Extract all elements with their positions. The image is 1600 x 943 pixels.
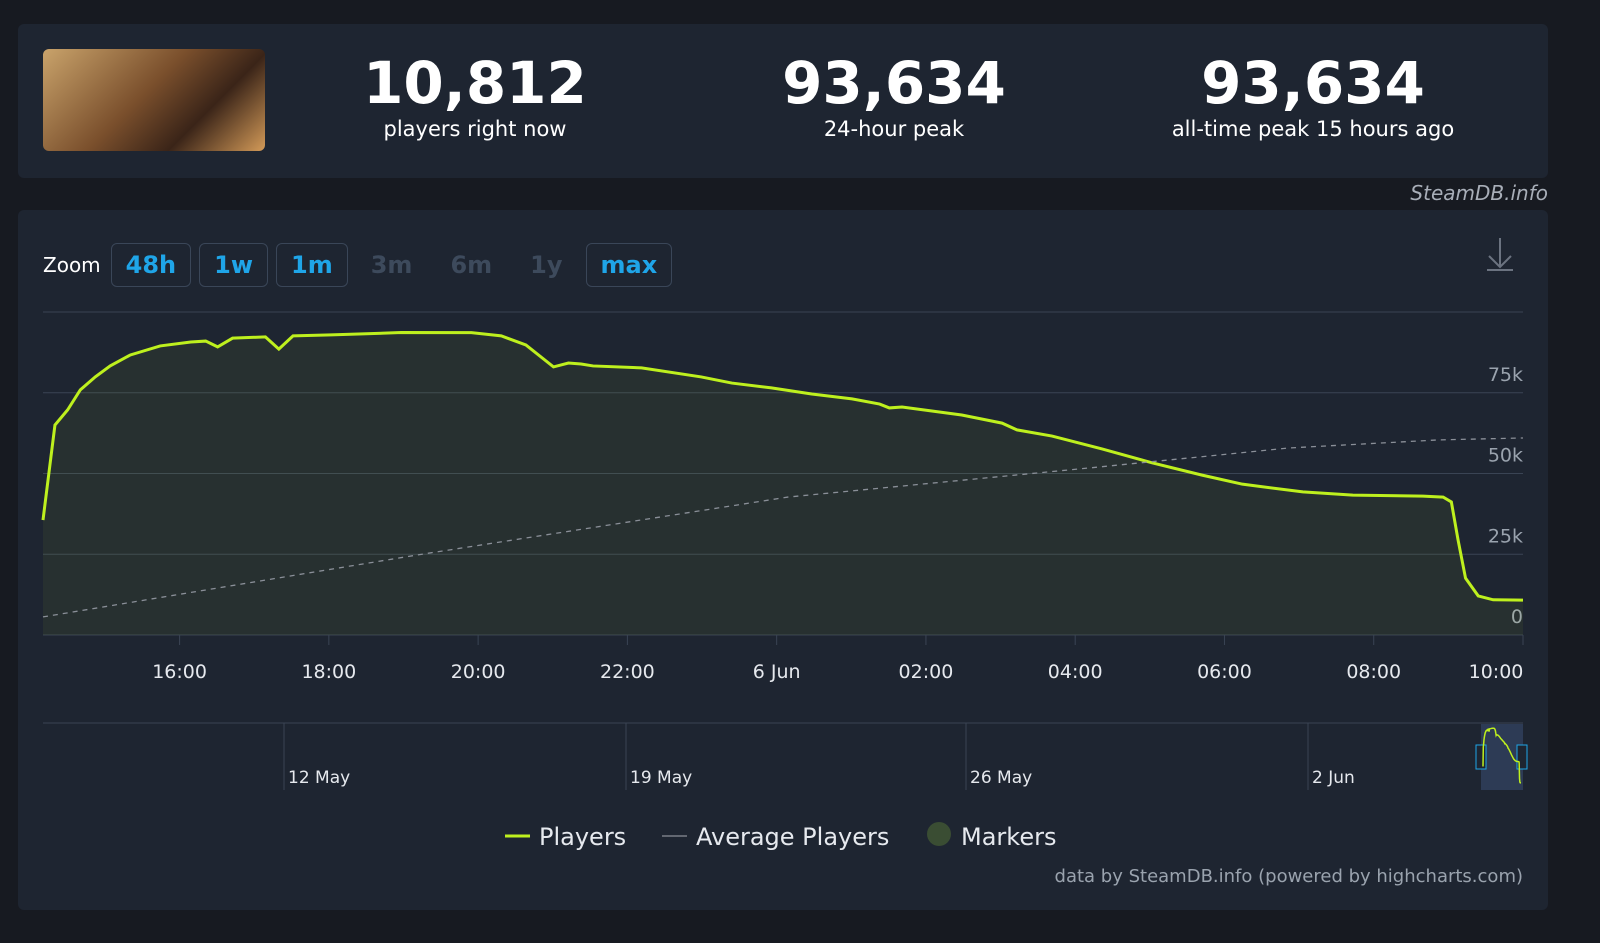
stat-value: 10,812 — [363, 49, 587, 117]
legend-label: Markers — [961, 823, 1056, 851]
navigator-label: 26 May — [970, 768, 1032, 788]
stats-panel — [18, 24, 1548, 178]
stat: 93,634 all-time peak 15 hours ago — [1103, 50, 1523, 142]
legend-label: Players — [539, 823, 626, 851]
series-line — [41, 331, 1524, 602]
zoom-button[interactable]: 1m — [276, 243, 348, 287]
game-art[interactable] — [43, 49, 265, 151]
stat-value: 93,634 — [1201, 49, 1425, 117]
navigator-label: 12 May — [288, 768, 350, 788]
stat-label: 24-hour peak — [823, 117, 965, 141]
stat: 93,634 24-hour peak — [684, 50, 1104, 142]
x-tick-label: 06:00 — [1197, 661, 1252, 683]
zoom-label: Zoom — [43, 253, 101, 277]
zoom-button: 6m — [450, 251, 493, 279]
legend-swatch — [927, 822, 951, 846]
stat-value: 93,634 — [782, 49, 1006, 117]
navigator-label: 19 May — [630, 768, 692, 788]
zoom-button: 1y — [530, 251, 563, 279]
stat-label: all-time peak 15 hours ago — [1171, 117, 1455, 141]
footer[interactable]: data by SteamDB.info (powered by highcha… — [1055, 866, 1523, 887]
zoom-bar: Zoom 48h 1w 1m 3m 6m 1y max — [43, 243, 673, 287]
navigator-line — [1482, 727, 1522, 784]
y-tick-label: 75k — [1488, 364, 1523, 386]
zoom-button[interactable]: 1w — [199, 243, 269, 287]
x-tick-label: 18:00 — [301, 661, 356, 683]
navigator-handle[interactable] — [1516, 744, 1528, 770]
x-tick-label: 04:00 — [1048, 661, 1103, 683]
navigator-label: 2 Jun — [1312, 768, 1355, 788]
zoom-button[interactable]: max — [585, 243, 673, 287]
zoom-button[interactable]: 48h — [110, 243, 192, 287]
credit[interactable]: SteamDB.info — [1410, 181, 1548, 205]
x-tick-label: 08:00 — [1346, 661, 1401, 683]
x-tick-label: 16:00 — [152, 661, 207, 683]
legend-label: Average Players — [696, 823, 889, 851]
chart-panel — [18, 210, 1548, 910]
navigator-handle[interactable] — [1475, 744, 1487, 770]
zoom-button: 3m — [370, 251, 413, 279]
x-tick-label: 6 Jun — [753, 661, 801, 683]
stat: 10,812 players right now — [265, 50, 685, 142]
area-fill — [43, 332, 1523, 635]
x-tick-label: 22:00 — [600, 661, 655, 683]
y-tick-label: 50k — [1488, 445, 1523, 467]
y-tick-label: 25k — [1488, 525, 1523, 547]
x-tick-label: 02:00 — [899, 661, 954, 683]
x-tick-label: 10:00 — [1469, 661, 1524, 683]
download-icon[interactable] — [1487, 238, 1513, 271]
navigator-window[interactable] — [1481, 724, 1523, 790]
x-tick-label: 20:00 — [451, 661, 506, 683]
stat-label: players right now — [383, 117, 567, 141]
y-tick-label: 0 — [1511, 606, 1523, 628]
